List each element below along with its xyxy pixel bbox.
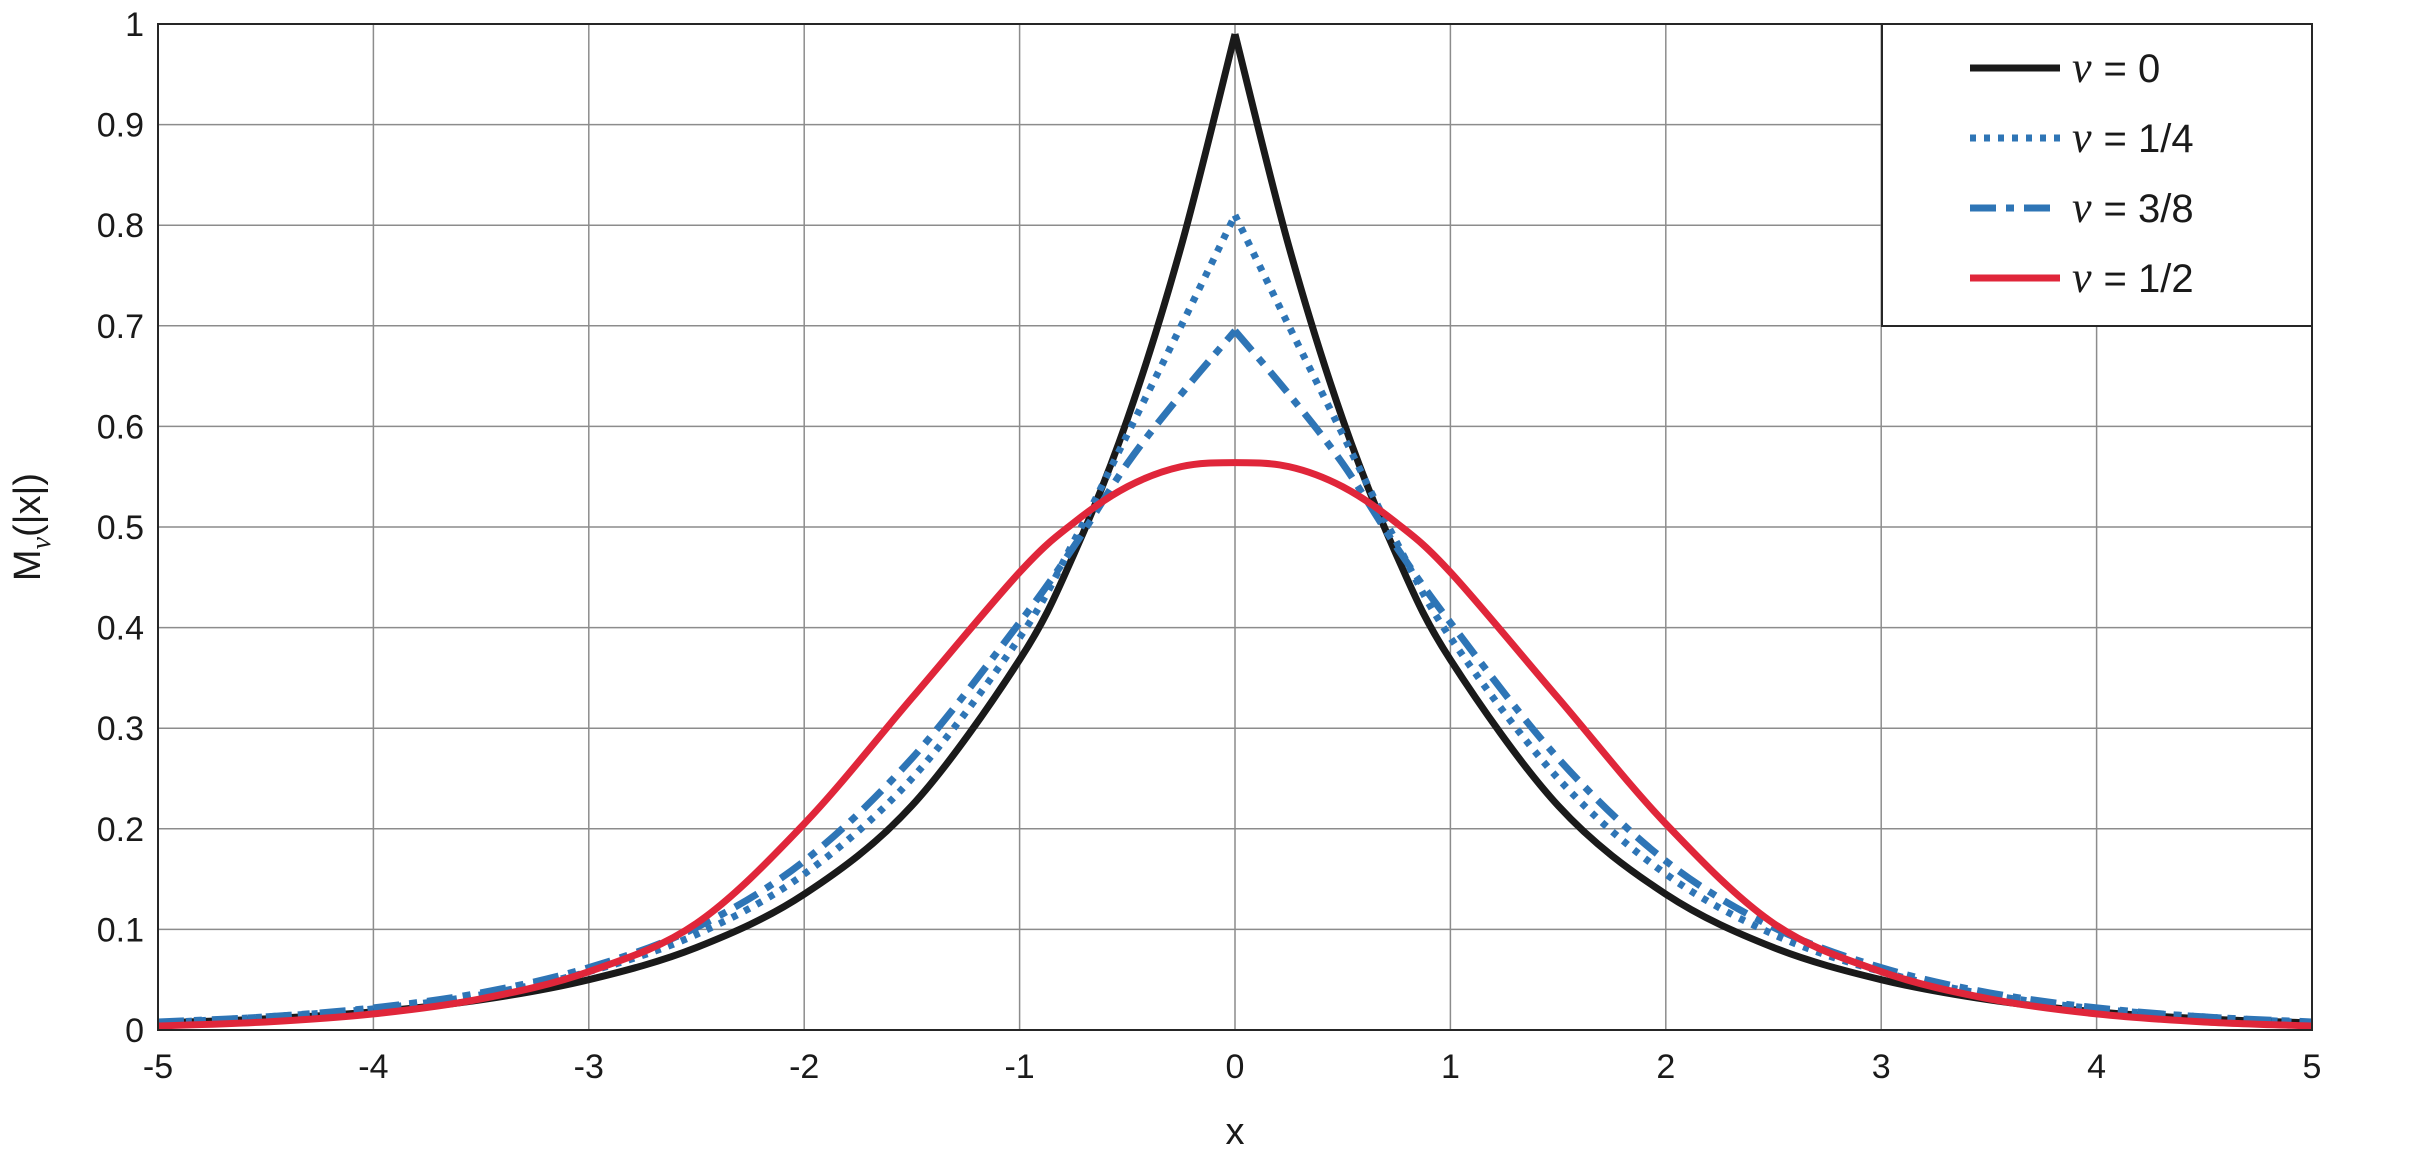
legend-symbol: ν (2072, 43, 2092, 92)
x-tick-label: 3 (1872, 1048, 1891, 1086)
x-tick-label: -3 (574, 1048, 604, 1086)
y-axis-label: Mν(|x|) (7, 473, 57, 581)
x-tick-label: 5 (2303, 1048, 2322, 1086)
legend-value: = 0 (2104, 47, 2161, 91)
legend-value: = 1/2 (2104, 257, 2194, 301)
series-layer (157, 33, 2313, 1030)
y-tick-label: 0.3 (97, 710, 144, 748)
legend-entry-1: ν = 0 (2072, 43, 2160, 92)
x-tick-label: 4 (2087, 1048, 2106, 1086)
x-tick-label: -1 (1004, 1048, 1034, 1086)
x-tick-label: 0 (1226, 1048, 1245, 1086)
y-axis-label-main: M (7, 549, 49, 581)
legend-value: = 3/8 (2104, 187, 2194, 231)
x-tick-label: -2 (789, 1048, 819, 1086)
y-tick-label: 0 (125, 1012, 144, 1050)
y-tick-label: 0.9 (97, 107, 144, 145)
x-tick-label: -4 (358, 1048, 388, 1086)
x-axis-label: x (1226, 1111, 1245, 1153)
tick-labels: -5 -4 -3 -2 -1 0 1 2 3 4 5 0 0.1 0.2 0.3 0.4 0.5 0.6 0.7 0.… (97, 6, 2322, 1086)
plot-frame (157, 23, 2313, 1031)
x-tick-label: 2 (1656, 1048, 1675, 1086)
y-axis-label-tail: (|x|) (7, 473, 49, 537)
y-tick-label: 1 (125, 6, 144, 44)
legend-box (1881, 23, 2313, 327)
y-tick-label: 0.1 (97, 911, 144, 949)
x-tick-label: -5 (143, 1048, 173, 1086)
legend-entry-4: ν = 1/2 (2072, 253, 2194, 302)
x-tick-label: 1 (1441, 1048, 1460, 1086)
legend-entry-2: ν = 1/4 (2072, 113, 2194, 162)
legend-value: = 1/4 (2104, 117, 2194, 161)
y-axis-label-sub: ν (26, 536, 57, 549)
legend-symbol: ν (2072, 183, 2092, 232)
series-line-4 (157, 459, 2313, 1030)
series-line-3 (157, 328, 2313, 1026)
legend-symbol: ν (2072, 253, 2092, 302)
y-tick-label: 0.5 (97, 509, 144, 547)
y-tick-label: 0.6 (97, 408, 144, 446)
y-tick-label: 0.8 (97, 207, 144, 245)
legend-entry-3: ν = 3/8 (2072, 183, 2194, 232)
y-tick-label: 0.7 (97, 308, 144, 346)
legend-symbol: ν (2072, 113, 2092, 162)
legend: ν = 0 ν = 1/4 ν = 3/8 ν = 1/2 (1881, 23, 2313, 327)
y-tick-label: 0.4 (97, 610, 144, 648)
y-tick-label: 0.2 (97, 811, 144, 849)
